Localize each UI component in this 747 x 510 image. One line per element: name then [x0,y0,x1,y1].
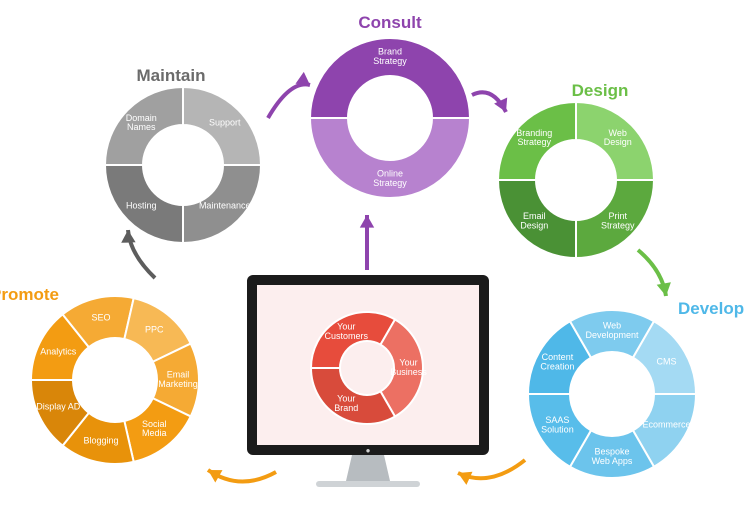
donut-promote-label-6: Display AD [36,402,81,412]
donut-promote-title: Promote [0,285,59,304]
donut-maintain-title: Maintain [137,66,206,85]
donut-develop-label-5: SAASSolution [541,415,574,434]
donut-develop-label-0: ContentCreation [540,352,574,371]
donut-maintain: DomainNames Support Maintenance Hosting Main… [105,66,261,243]
donut-maintain-label-2: Maintenance [199,201,251,211]
donut-maintain-label-3: Hosting [126,201,157,211]
donut-promote-label-4: SocialMedia [142,419,167,438]
arrow-a1 [268,84,310,118]
donut-design-title: Design [572,81,629,100]
donut-develop: ContentCreationWebDevelopmentCMSEcommerc… [528,299,744,478]
donut-promote: AnalyticsSEOPPCEmailMarketingSocialMedia… [0,285,199,464]
donut-maintain-label-1: Support [209,118,241,128]
donut-promote-label-0: Analytics [40,347,77,357]
donut-consult-label-1: OnlineStrategy [373,169,407,188]
donut-develop-label-4: BespokeWeb Apps [592,447,633,466]
donut-consult-title: Consult [358,13,422,32]
monitor: ● [247,275,489,487]
monitor-logo: ● [366,446,371,455]
donut-promote-label-1: SEO [91,313,110,323]
process-diagram: ●BrandStrategyOnlineStrategyConsultBrand… [0,0,747,510]
donut-promote-label-2: PPC [145,325,164,335]
donut-promote-label-5: Blogging [83,436,118,446]
donut-consult: BrandStrategyOnlineStrategyConsult [310,13,470,198]
donut-design: BrandingStrategyWebDesignPrintStrategyEm… [498,81,654,258]
donut-design-label-3: EmailDesign [520,212,548,231]
donut-develop-title: Develop [678,299,744,318]
donut-center-label-2: YourBrand [334,394,358,413]
donut-maintain-label-0: DomainNames [126,113,157,132]
donut-develop-label-3: Ecommerce [643,420,691,430]
donut-design-label-0: BrandingStrategy [516,128,552,147]
donut-develop-label-2: CMS [657,357,677,367]
